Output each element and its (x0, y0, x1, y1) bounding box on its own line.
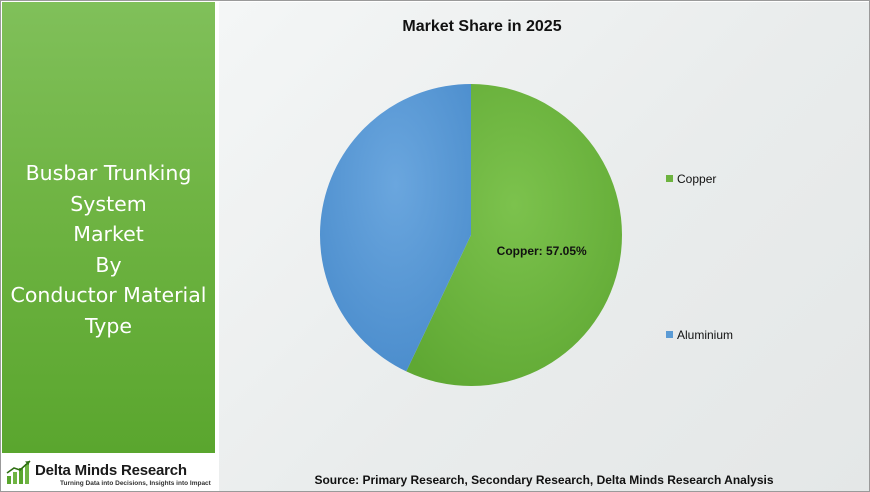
sidebar-title-line: Conductor Material (10, 283, 207, 307)
sidebar-panel: Busbar Trunking System Market By Conduct… (2, 2, 215, 453)
legend-item-copper: Copper (666, 172, 716, 186)
legend-label: Aluminium (677, 328, 734, 342)
bar-chart-logo-icon (6, 460, 31, 484)
pie-chart: Copper: 57.05% (319, 84, 622, 387)
sidebar-title-line: Type (84, 313, 133, 338)
legend-label: Copper (677, 172, 717, 186)
pie-slice-aluminium (319, 84, 471, 372)
data-label-copper: Copper: 57.05% (497, 244, 587, 258)
legend-swatch-copper (666, 175, 673, 182)
sidebar-title-line: Busbar Trunking (25, 161, 192, 185)
logo-name: Delta Minds Research (35, 462, 187, 479)
source-note: Source: Primary Research, Secondary Rese… (314, 473, 774, 487)
sidebar-title-line: By (95, 252, 122, 277)
legend-swatch-aluminium (666, 331, 673, 338)
chart-panel: Market Share in 2025 Copper: 57.05% Copp… (219, 2, 869, 491)
sidebar-title-line: System (70, 191, 147, 216)
legend-item-aluminium: Aluminium (666, 328, 733, 342)
chart-title: Market Share in 2025 (402, 18, 562, 35)
company-logo: Delta Minds Research Turning Data into D… (2, 453, 215, 491)
logo-tagline: Turning Data into Decisions, Insights in… (60, 480, 211, 487)
sidebar-title-line: Market (73, 222, 144, 246)
pie-slice-copper (406, 84, 622, 387)
sidebar-title: Busbar Trunking System Market By Conduct… (2, 158, 215, 341)
